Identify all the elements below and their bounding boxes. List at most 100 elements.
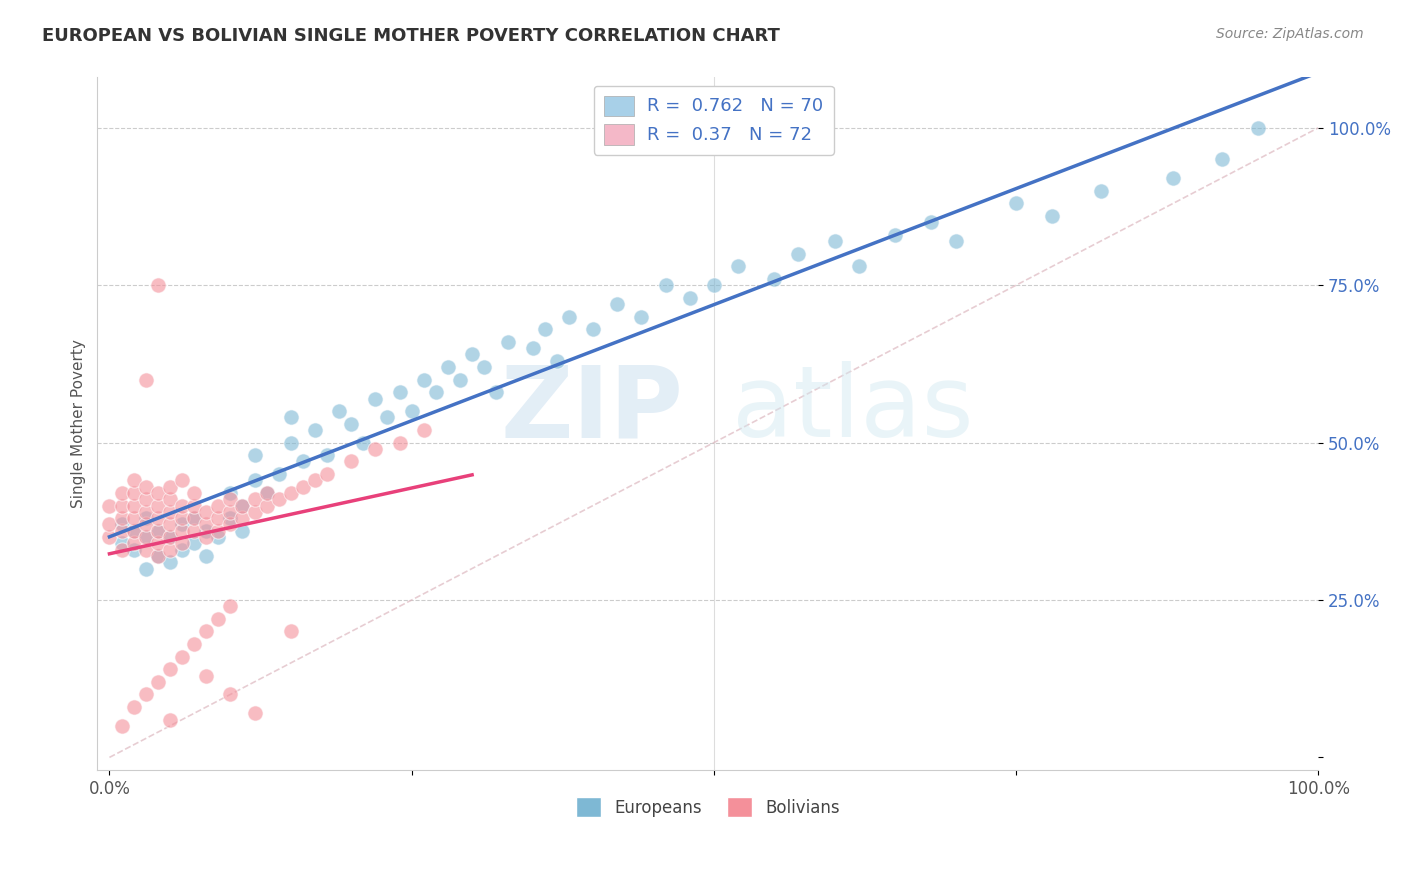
Point	[159, 713, 181, 727]
Point	[122, 499, 145, 513]
Point	[231, 499, 253, 513]
Point	[98, 517, 121, 532]
Point	[135, 505, 157, 519]
Point	[425, 385, 447, 400]
Point	[170, 511, 193, 525]
Point	[703, 278, 725, 293]
Point	[110, 542, 132, 557]
Point	[256, 499, 278, 513]
Point	[183, 536, 205, 550]
Point	[231, 524, 253, 538]
Point	[159, 530, 181, 544]
Point	[763, 272, 786, 286]
Point	[110, 719, 132, 733]
Point	[280, 410, 302, 425]
Point	[630, 310, 652, 324]
Point	[122, 486, 145, 500]
Point	[533, 322, 555, 336]
Point	[135, 517, 157, 532]
Text: EUROPEAN VS BOLIVIAN SINGLE MOTHER POVERTY CORRELATION CHART: EUROPEAN VS BOLIVIAN SINGLE MOTHER POVER…	[42, 27, 780, 45]
Text: atlas: atlas	[733, 361, 974, 458]
Point	[412, 423, 434, 437]
Point	[1005, 196, 1028, 211]
Point	[884, 227, 907, 242]
Point	[122, 474, 145, 488]
Point	[207, 612, 229, 626]
Point	[135, 511, 157, 525]
Point	[219, 492, 242, 507]
Point	[98, 530, 121, 544]
Point	[146, 549, 169, 563]
Point	[1211, 153, 1233, 167]
Point	[243, 492, 266, 507]
Point	[122, 700, 145, 714]
Point	[219, 517, 242, 532]
Text: ZIP: ZIP	[501, 361, 683, 458]
Point	[110, 499, 132, 513]
Point	[582, 322, 605, 336]
Point	[364, 442, 387, 456]
Point	[401, 404, 423, 418]
Point	[135, 542, 157, 557]
Point	[195, 549, 218, 563]
Point	[146, 511, 169, 525]
Point	[304, 423, 326, 437]
Point	[146, 524, 169, 538]
Point	[280, 435, 302, 450]
Point	[183, 499, 205, 513]
Point	[256, 486, 278, 500]
Point	[146, 486, 169, 500]
Point	[291, 454, 314, 468]
Point	[824, 234, 846, 248]
Point	[122, 524, 145, 538]
Point	[304, 474, 326, 488]
Point	[485, 385, 508, 400]
Point	[110, 536, 132, 550]
Point	[159, 542, 181, 557]
Point	[135, 688, 157, 702]
Point	[183, 511, 205, 525]
Point	[159, 480, 181, 494]
Point	[135, 530, 157, 544]
Point	[787, 246, 810, 260]
Point	[219, 505, 242, 519]
Point	[316, 467, 339, 481]
Point	[146, 278, 169, 293]
Point	[110, 511, 132, 525]
Point	[243, 505, 266, 519]
Point	[412, 373, 434, 387]
Point	[170, 474, 193, 488]
Point	[727, 260, 749, 274]
Point	[195, 517, 218, 532]
Point	[195, 624, 218, 639]
Point	[377, 410, 399, 425]
Point	[195, 505, 218, 519]
Point	[219, 599, 242, 614]
Point	[146, 524, 169, 538]
Point	[146, 674, 169, 689]
Point	[364, 392, 387, 406]
Point	[122, 511, 145, 525]
Point	[159, 505, 181, 519]
Y-axis label: Single Mother Poverty: Single Mother Poverty	[72, 339, 86, 508]
Point	[388, 435, 411, 450]
Point	[207, 524, 229, 538]
Point	[1247, 120, 1270, 135]
Legend: Europeans, Bolivians: Europeans, Bolivians	[569, 790, 846, 824]
Point	[679, 291, 702, 305]
Point	[267, 467, 290, 481]
Point	[231, 511, 253, 525]
Point	[546, 353, 568, 368]
Point	[388, 385, 411, 400]
Point	[195, 530, 218, 544]
Point	[183, 524, 205, 538]
Point	[606, 297, 628, 311]
Point	[135, 492, 157, 507]
Point	[437, 359, 460, 374]
Point	[352, 435, 374, 450]
Point	[183, 637, 205, 651]
Point	[328, 404, 350, 418]
Point	[170, 536, 193, 550]
Point	[231, 499, 253, 513]
Point	[135, 480, 157, 494]
